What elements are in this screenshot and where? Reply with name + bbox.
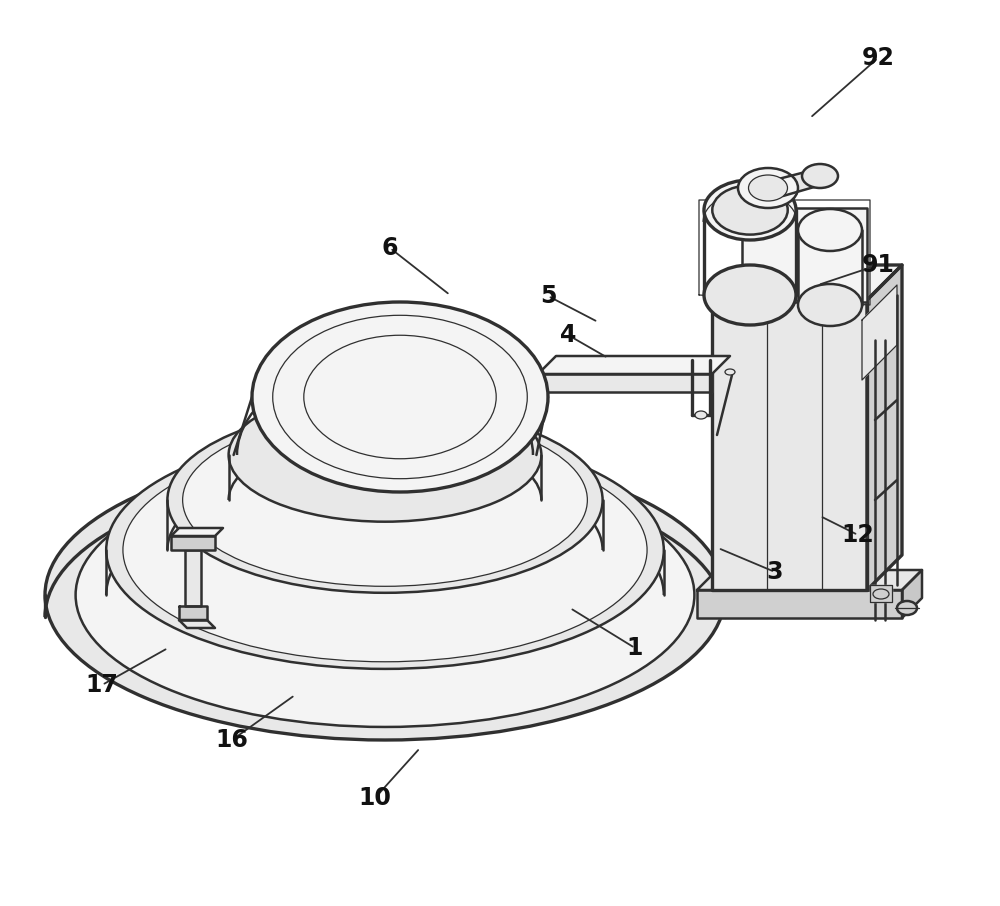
Ellipse shape: [873, 589, 889, 599]
Ellipse shape: [738, 168, 798, 208]
Text: 5: 5: [540, 284, 556, 308]
Ellipse shape: [748, 175, 788, 201]
Text: 10: 10: [359, 786, 391, 810]
Ellipse shape: [45, 450, 725, 740]
Polygon shape: [538, 356, 730, 374]
Text: 12: 12: [842, 523, 874, 547]
Ellipse shape: [167, 407, 603, 593]
Polygon shape: [179, 620, 215, 628]
Polygon shape: [712, 265, 902, 300]
Polygon shape: [185, 550, 201, 606]
Ellipse shape: [229, 389, 541, 522]
Ellipse shape: [897, 601, 917, 615]
Polygon shape: [742, 208, 867, 302]
Polygon shape: [870, 585, 892, 602]
Ellipse shape: [252, 302, 548, 492]
Polygon shape: [862, 285, 897, 380]
Ellipse shape: [76, 463, 694, 727]
Ellipse shape: [712, 186, 788, 235]
Ellipse shape: [183, 414, 587, 586]
Polygon shape: [538, 374, 712, 392]
Ellipse shape: [798, 209, 862, 251]
Polygon shape: [179, 606, 207, 620]
Ellipse shape: [798, 284, 862, 326]
Text: 3: 3: [767, 560, 783, 584]
Text: 17: 17: [86, 673, 118, 697]
Polygon shape: [867, 265, 902, 590]
Ellipse shape: [725, 369, 735, 375]
Ellipse shape: [123, 439, 647, 661]
Text: 6: 6: [382, 236, 398, 260]
Polygon shape: [763, 170, 828, 196]
Text: 16: 16: [216, 728, 248, 752]
Ellipse shape: [695, 411, 707, 419]
Polygon shape: [171, 536, 215, 550]
Text: 91: 91: [862, 253, 894, 277]
Polygon shape: [712, 300, 867, 590]
Polygon shape: [697, 570, 922, 590]
Text: 1: 1: [627, 636, 643, 660]
Polygon shape: [902, 570, 922, 618]
Polygon shape: [697, 590, 902, 618]
Text: 92: 92: [862, 46, 894, 70]
Ellipse shape: [704, 180, 796, 240]
Polygon shape: [171, 528, 223, 536]
Ellipse shape: [802, 164, 838, 188]
Ellipse shape: [106, 431, 664, 669]
Text: 4: 4: [560, 323, 576, 347]
Ellipse shape: [704, 265, 796, 325]
